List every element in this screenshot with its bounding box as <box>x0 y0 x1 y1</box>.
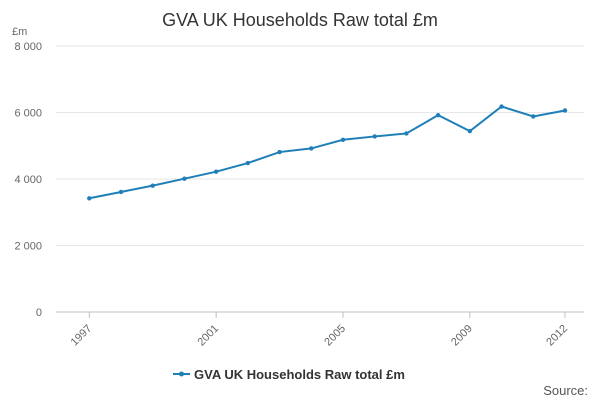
data-point[interactable] <box>213 169 219 174</box>
data-point[interactable] <box>87 196 92 201</box>
data-point[interactable] <box>499 104 504 109</box>
data-point[interactable] <box>404 131 409 136</box>
data-point[interactable] <box>467 128 473 134</box>
chart-title: GVA UK Households Raw total £m <box>162 10 438 30</box>
x-tick-label: 2001 <box>195 323 221 349</box>
x-tick-label: 2009 <box>449 323 475 349</box>
y-tick-label: 6 000 <box>14 108 42 120</box>
data-point[interactable] <box>531 114 536 119</box>
data-point[interactable] <box>340 137 346 142</box>
y-axis-ticks: 0 2 000 4 000 6 000 8 000 <box>14 41 42 319</box>
legend-dot-marker <box>179 371 184 377</box>
legend[interactable]: GVA UK Households Raw total £m <box>173 367 405 382</box>
x-tick-label: 2005 <box>322 323 348 349</box>
gridlines <box>56 45 584 246</box>
data-point[interactable] <box>150 183 155 188</box>
y-tick-label: 2 000 <box>14 241 42 253</box>
y-tick-label: 4 000 <box>14 174 42 186</box>
data-point[interactable] <box>277 149 282 155</box>
series-group <box>87 104 568 201</box>
data-point[interactable] <box>309 146 314 151</box>
data-point[interactable] <box>435 112 441 118</box>
series-line <box>89 105 566 200</box>
x-axis-ticks: 1997 2001 2005 2009 2012 <box>69 312 570 348</box>
source-label: Source: <box>543 383 588 398</box>
legend-label: GVA UK Households Raw total £m <box>194 367 405 382</box>
y-tick-label: 0 <box>36 307 42 319</box>
x-tick-label: 1997 <box>69 323 95 349</box>
data-point[interactable] <box>118 189 124 195</box>
y-axis-unit: £m <box>12 26 27 38</box>
data-point[interactable] <box>562 108 568 113</box>
data-point[interactable] <box>182 176 187 181</box>
y-tick-label: 8 000 <box>14 41 42 53</box>
x-tick-label: 2012 <box>544 323 570 349</box>
data-point[interactable] <box>245 160 251 166</box>
data-point[interactable] <box>372 134 377 139</box>
